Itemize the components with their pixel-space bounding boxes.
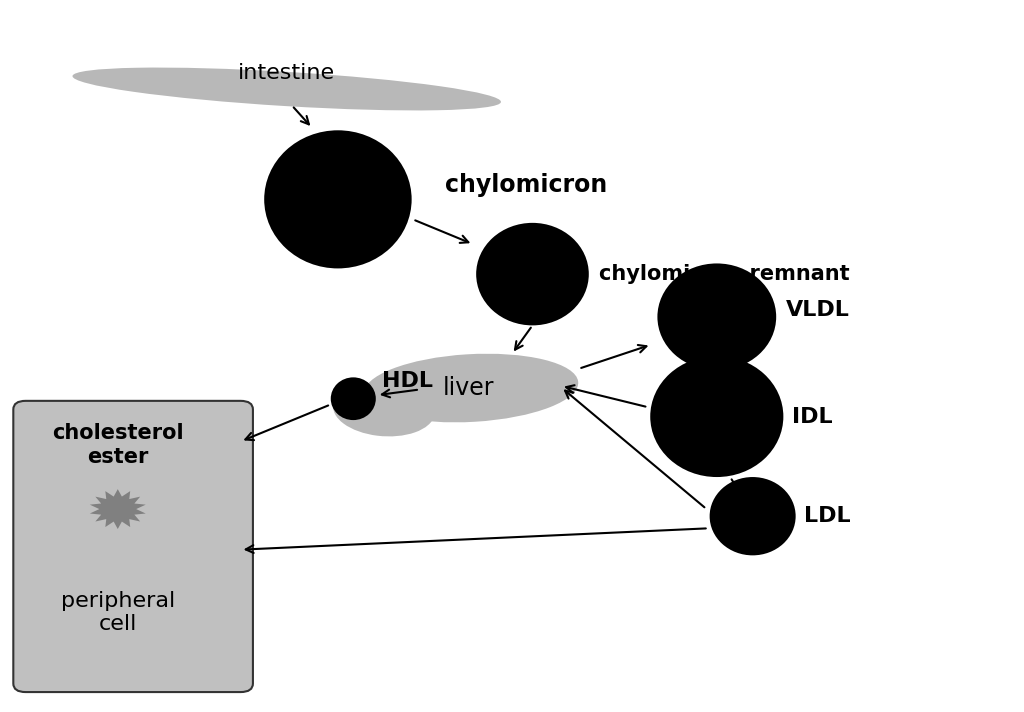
Ellipse shape [364, 354, 579, 422]
Text: peripheral
cell: peripheral cell [60, 591, 175, 634]
Text: LDL: LDL [804, 506, 851, 526]
Ellipse shape [264, 130, 412, 268]
Ellipse shape [710, 477, 796, 555]
Ellipse shape [657, 263, 776, 370]
Text: chylomicron remnant: chylomicron remnant [599, 264, 850, 284]
Ellipse shape [331, 377, 376, 420]
Text: liver: liver [443, 376, 495, 400]
Ellipse shape [650, 356, 783, 477]
Text: IDL: IDL [792, 407, 833, 426]
Ellipse shape [73, 68, 501, 110]
Text: intestine: intestine [239, 63, 335, 83]
Polygon shape [90, 489, 145, 529]
Ellipse shape [333, 382, 435, 436]
Text: cholesterol
ester: cholesterol ester [52, 424, 183, 466]
Text: VLDL: VLDL [785, 300, 849, 320]
Ellipse shape [476, 223, 589, 325]
Text: HDL: HDL [382, 371, 433, 391]
Text: chylomicron: chylomicron [445, 173, 607, 197]
FancyBboxPatch shape [13, 401, 253, 692]
